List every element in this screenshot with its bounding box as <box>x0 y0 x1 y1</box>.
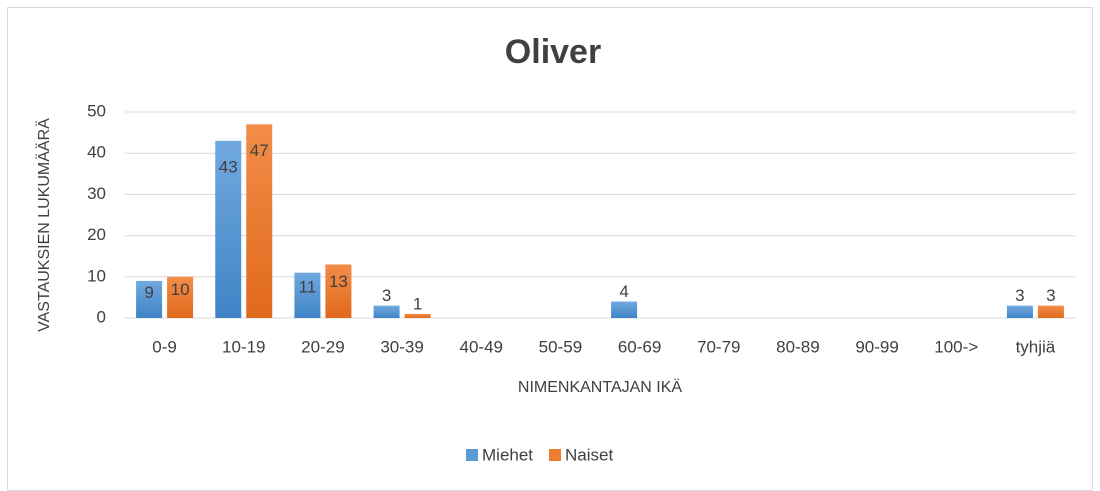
legend-swatch <box>549 449 562 461</box>
bar <box>325 264 352 318</box>
y-tick-label: 50 <box>87 101 106 120</box>
x-tick-label: 80-89 <box>776 337 819 356</box>
data-label: 3 <box>1015 286 1024 305</box>
y-tick-label: 10 <box>87 266 106 285</box>
x-tick-label: 30-39 <box>380 337 423 356</box>
chart-title: Oliver <box>505 33 601 71</box>
data-label: 10 <box>171 280 190 299</box>
y-tick-label: 0 <box>97 307 106 326</box>
data-label: 13 <box>329 272 348 291</box>
data-label: 9 <box>144 283 153 302</box>
y-tick-label: 20 <box>87 225 106 244</box>
bar <box>215 140 242 318</box>
data-label: 4 <box>619 282 628 301</box>
bar <box>167 276 194 318</box>
legend-label: Naiset <box>565 445 613 464</box>
bar <box>1037 305 1064 318</box>
data-label: 11 <box>299 277 317 296</box>
data-label: 43 <box>219 157 238 176</box>
legend-swatch <box>466 449 478 461</box>
data-label: 1 <box>413 294 422 313</box>
data-label: 47 <box>250 141 269 160</box>
y-tick-label: 30 <box>87 184 106 203</box>
bar <box>1006 305 1033 318</box>
legend-label: Miehet <box>482 445 533 464</box>
bar <box>611 301 638 318</box>
chart-frame <box>7 7 1093 491</box>
x-tick-label: 100-> <box>934 337 978 356</box>
x-axis-label: NIMENKANTAJAN IKÄ <box>518 378 683 396</box>
bar <box>246 124 273 318</box>
x-tick-label: 40-49 <box>460 337 503 356</box>
y-axis-label: VASTAUKSIEN LUKUMÄÄRÄ <box>35 118 53 332</box>
bar <box>373 305 400 318</box>
x-tick-label: 20-29 <box>301 337 344 356</box>
x-tick-label: 10-19 <box>222 337 265 356</box>
x-tick-label: 70-79 <box>697 337 740 356</box>
x-tick-label: 60-69 <box>618 337 661 356</box>
x-tick-label: tyhjiä <box>1016 337 1056 356</box>
x-tick-label: 0-9 <box>152 337 177 356</box>
bar <box>294 272 321 318</box>
bar <box>136 280 163 318</box>
data-label: 3 <box>1046 286 1055 305</box>
bar <box>404 313 431 318</box>
x-tick-label: 90-99 <box>855 337 898 356</box>
x-tick-label: 50-59 <box>539 337 582 356</box>
data-label: 3 <box>382 286 391 305</box>
y-tick-label: 40 <box>87 143 106 162</box>
